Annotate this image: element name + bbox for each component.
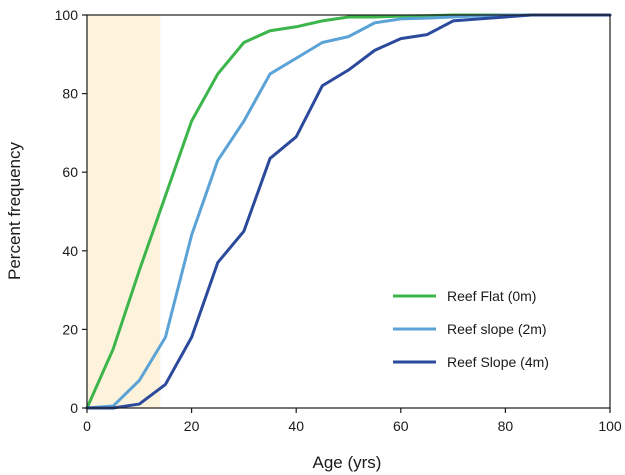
x-tick-label: 20 [184, 418, 200, 434]
x-axis-title: Age (yrs) [313, 453, 382, 472]
x-tick-label: 100 [598, 418, 622, 434]
legend-label-3: Reef Slope (4m) [447, 354, 549, 370]
plot-frame [86, 14, 611, 409]
series-line-1 [85, 13, 612, 410]
shaded-region [87, 15, 161, 408]
series-line-3 [85, 13, 612, 410]
series-layer [85, 13, 612, 410]
legend: Reef Flat (0m) Reef slope (2m) Reef Slope … [393, 288, 549, 370]
x-tick-label: 80 [498, 418, 514, 434]
y-tick-label: 80 [62, 86, 78, 102]
y-tick-label: 100 [55, 7, 79, 23]
axis-ticks: 0 20 40 60 80 100 0 20 40 60 80 100 [55, 7, 622, 434]
y-tick-label: 20 [62, 321, 78, 337]
x-tick-label: 60 [393, 418, 409, 434]
y-axis-title: Percent frequency [5, 142, 24, 280]
legend-label-1: Reef Flat (0m) [447, 288, 536, 304]
x-tick-label: 0 [83, 418, 91, 434]
y-tick-label: 0 [70, 400, 78, 416]
y-tick-label: 60 [62, 164, 78, 180]
series-line-2 [85, 13, 612, 410]
y-tick-label: 40 [62, 243, 78, 259]
legend-label-2: Reef slope (2m) [447, 321, 547, 337]
x-tick-label: 40 [288, 418, 304, 434]
